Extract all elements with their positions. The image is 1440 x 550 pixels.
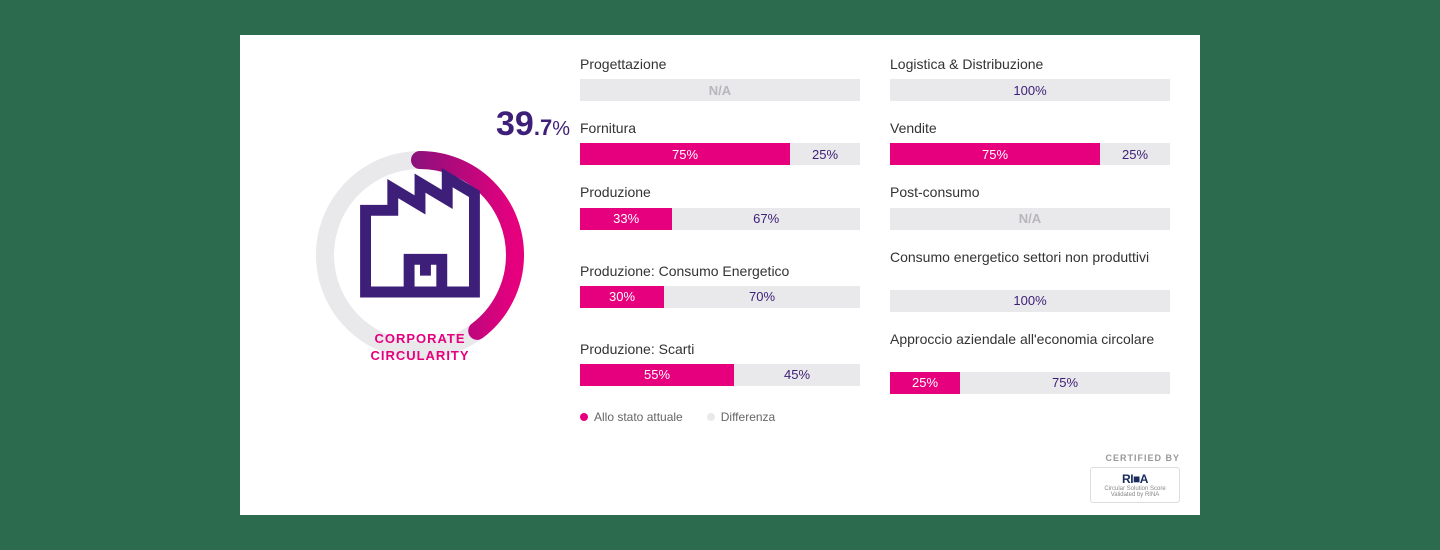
- legend-dot: [580, 413, 588, 421]
- metric-left-4: Produzione: Scarti 55%45%: [580, 340, 860, 386]
- bar-fill: 75%: [580, 143, 790, 165]
- metric-bar: N/A: [580, 79, 860, 101]
- metric-label: Post-consumo: [890, 183, 1170, 201]
- metric-bar: 55%45%: [580, 364, 860, 386]
- bar-rest: 25%: [790, 143, 860, 165]
- bar-fill: 33%: [580, 208, 672, 230]
- metric-left-3: Produzione: Consumo Energetico 30%70%: [580, 262, 860, 308]
- bar-fill: 25%: [890, 372, 960, 394]
- metric-bar: 100%: [890, 79, 1170, 101]
- metric-bar: 75%25%: [890, 143, 1170, 165]
- metric-bar: 30%70%: [580, 286, 860, 308]
- bar-full: 100%: [890, 290, 1170, 312]
- ring-center: CORPORATE CIRCULARITY: [310, 145, 530, 365]
- metric-bar: 75%25%: [580, 143, 860, 165]
- score-panel: 39.7% CORPORATE CIRCULARITY: [260, 55, 580, 495]
- metric-label: Produzione: Scarti: [580, 340, 860, 358]
- score-decimal: .7: [534, 115, 552, 140]
- metric-label: Logistica & Distribuzione: [890, 55, 1170, 73]
- bar-fill: 55%: [580, 364, 734, 386]
- metric-label: Consumo energetico settori non produttiv…: [890, 248, 1170, 284]
- metric-label: Approccio aziendale all'economia circola…: [890, 330, 1170, 366]
- metric-bar: 25%75%: [890, 372, 1170, 394]
- bar-rest: 45%: [734, 364, 860, 386]
- metric-right-1: Vendite 75%25%: [890, 119, 1170, 165]
- metric-bar: N/A: [890, 208, 1170, 230]
- ring-title-line2: CIRCULARITY: [370, 348, 469, 363]
- score-percent-sign: %: [552, 118, 570, 140]
- certified-by-label: CERTIFIED BY: [1090, 453, 1180, 463]
- ring-title: CORPORATE CIRCULARITY: [370, 331, 469, 365]
- metric-bar: 100%: [890, 290, 1170, 312]
- dashboard-card: 39.7% CORPORATE CIRCULARITY: [240, 35, 1200, 515]
- metric-label: Produzione: [580, 183, 860, 201]
- metric-right-3: Consumo energetico settori non produttiv…: [890, 248, 1170, 312]
- bar-na: N/A: [580, 79, 860, 101]
- factory-icon: [310, 145, 530, 319]
- metric-bar: 33%67%: [580, 208, 860, 230]
- legend-item-current: Allo stato attuale: [580, 410, 683, 424]
- certification-block: CERTIFIED BY RI■A Circular Solution Scor…: [1090, 453, 1180, 503]
- metric-label: Vendite: [890, 119, 1170, 137]
- bar-full: 100%: [890, 79, 1170, 101]
- legend-item-diff: Differenza: [707, 410, 775, 424]
- legend-label: Allo stato attuale: [594, 410, 683, 424]
- bar-rest: 70%: [664, 286, 860, 308]
- metric-left-0: Progettazione N/A: [580, 55, 860, 101]
- cert-logo: RI■A: [1122, 472, 1148, 486]
- score-integer: 39: [496, 105, 534, 143]
- metric-label: Produzione: Consumo Energetico: [580, 262, 860, 280]
- cert-badge: RI■A Circular Solution Score Validated b…: [1090, 467, 1180, 503]
- progress-ring: CORPORATE CIRCULARITY: [310, 145, 530, 365]
- bar-rest: 25%: [1100, 143, 1170, 165]
- metric-right-4: Approccio aziendale all'economia circola…: [890, 330, 1170, 394]
- metric-right-0: Logistica & Distribuzione 100%: [890, 55, 1170, 101]
- metrics-column-right: Logistica & Distribuzione100%Vendite75%2…: [890, 55, 1170, 495]
- score-value: 39.7%: [496, 105, 570, 144]
- metric-left-2: Produzione 33%67%: [580, 183, 860, 229]
- legend: Allo stato attuale Differenza: [580, 410, 860, 424]
- bar-rest: 67%: [672, 208, 860, 230]
- metric-label: Fornitura: [580, 119, 860, 137]
- metric-label: Progettazione: [580, 55, 860, 73]
- bar-na: N/A: [890, 208, 1170, 230]
- metric-left-1: Fornitura 75%25%: [580, 119, 860, 165]
- ring-title-line1: CORPORATE: [374, 331, 465, 346]
- legend-dot: [707, 413, 715, 421]
- metrics-column-left: Progettazione N/A Fornitura 75%25% Produzion…: [580, 55, 860, 495]
- bar-fill: 75%: [890, 143, 1100, 165]
- bar-rest: 75%: [960, 372, 1170, 394]
- cert-sub2: Validated by RINA: [1111, 492, 1160, 498]
- metric-right-2: Post-consumo N/A: [890, 183, 1170, 229]
- metrics-panel: ProgettazioneN/AFornitura75%25%Produzion…: [580, 55, 1170, 495]
- legend-label: Differenza: [721, 410, 775, 424]
- bar-fill: 30%: [580, 286, 664, 308]
